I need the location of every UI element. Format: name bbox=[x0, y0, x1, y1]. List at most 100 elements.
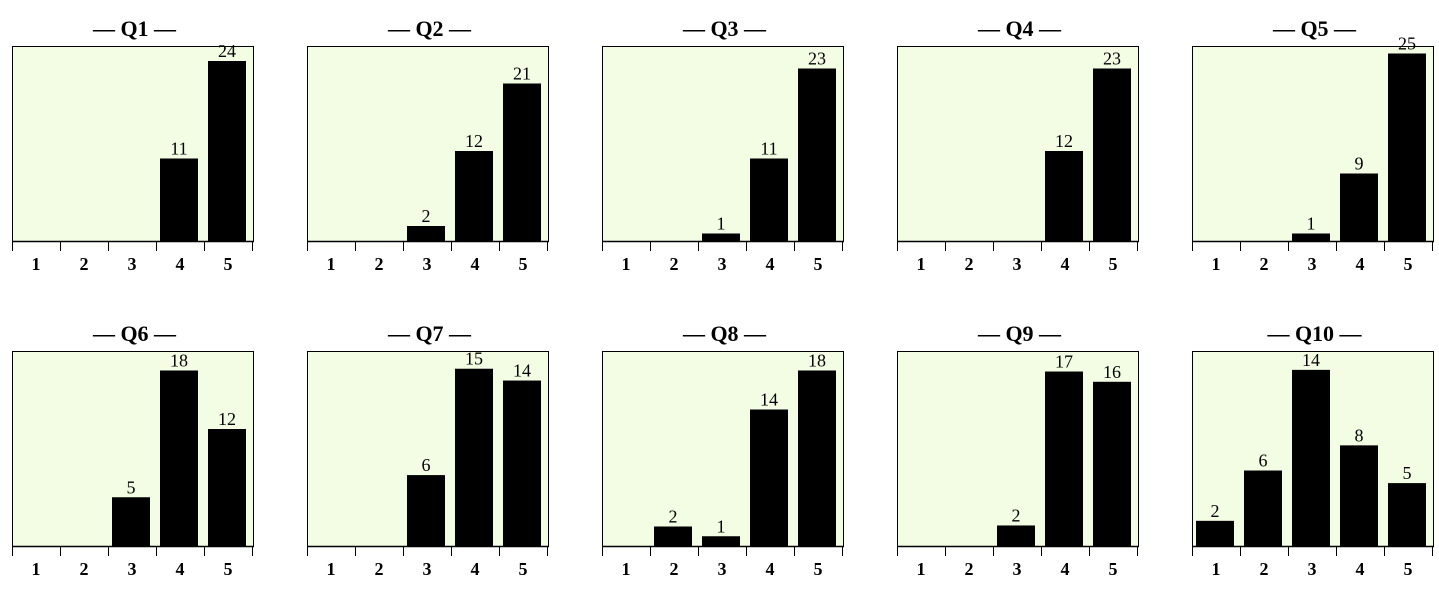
data-label: 1 bbox=[1307, 214, 1316, 234]
chart-panel-10: — Q10 — 2 6 14 8 5 1 2 3 4 5 bbox=[1192, 317, 1437, 607]
bar-3 bbox=[1292, 369, 1330, 546]
x-tick-label: 2 bbox=[375, 559, 384, 579]
bar-4 bbox=[1340, 173, 1378, 241]
chart-title: — Q5 — bbox=[1272, 16, 1357, 41]
bar-4 bbox=[455, 368, 493, 546]
bar-chart: 2 1 14 18 1 2 3 4 5 bbox=[602, 351, 844, 579]
data-label: 11 bbox=[170, 139, 187, 159]
data-label: 23 bbox=[808, 49, 826, 69]
bar-5 bbox=[503, 380, 541, 546]
x-tick-label: 4 bbox=[176, 254, 185, 274]
bar-5 bbox=[798, 370, 836, 546]
x-tick-label: 2 bbox=[670, 559, 679, 579]
data-label: 17 bbox=[1055, 352, 1073, 372]
chart-title: — Q3 — bbox=[682, 16, 767, 41]
data-label: 15 bbox=[465, 349, 483, 369]
chart-panel-7: — Q7 — 6 15 14 1 2 3 4 5 bbox=[307, 317, 552, 607]
x-tick-label: 1 bbox=[32, 559, 41, 579]
x-tick-label: 2 bbox=[670, 254, 679, 274]
x-tick-label: 1 bbox=[1212, 559, 1221, 579]
x-tick-label: 5 bbox=[814, 254, 823, 274]
x-tick-label: 1 bbox=[622, 254, 631, 274]
x-tick-label: 5 bbox=[224, 254, 233, 274]
plot-border bbox=[602, 351, 844, 546]
data-label: 23 bbox=[1103, 49, 1121, 69]
x-tick-label: 5 bbox=[1404, 254, 1413, 274]
chart-title: — Q4 — bbox=[977, 16, 1062, 41]
data-label: 11 bbox=[760, 139, 777, 159]
x-tick-label: 5 bbox=[519, 559, 528, 579]
data-label: 21 bbox=[513, 64, 531, 84]
data-label: 18 bbox=[170, 351, 188, 371]
x-tick-label: 3 bbox=[1308, 254, 1317, 274]
x-tick-label: 4 bbox=[176, 559, 185, 579]
bar-chart: 11 24 1 2 3 4 5 bbox=[12, 41, 254, 274]
bar-2 bbox=[654, 526, 692, 546]
x-tick-label: 3 bbox=[718, 254, 727, 274]
bar-4 bbox=[160, 158, 198, 241]
data-label: 18 bbox=[808, 351, 826, 371]
data-label: 2 bbox=[669, 507, 678, 527]
chart-panel-3: — Q3 —1 11 23 1 2 3 4 5 bbox=[602, 12, 847, 302]
plot-border bbox=[1192, 46, 1434, 241]
bar-5 bbox=[798, 68, 836, 241]
x-tick-label: 3 bbox=[718, 559, 727, 579]
data-label: 9 bbox=[1355, 154, 1364, 174]
bar-3 bbox=[702, 233, 740, 241]
plot-border bbox=[12, 46, 254, 241]
x-tick-label: 4 bbox=[1061, 254, 1070, 274]
bar-4 bbox=[455, 151, 493, 241]
x-tick-label: 1 bbox=[917, 254, 926, 274]
x-tick-label: 1 bbox=[327, 254, 336, 274]
chart-title: — Q9 — bbox=[977, 321, 1062, 346]
x-tick-label: 4 bbox=[471, 254, 480, 274]
chart-panel-6: — Q6 —5 18 12 1 2 3 4 5 bbox=[12, 317, 257, 607]
x-tick-label: 5 bbox=[519, 254, 528, 274]
chart-title: — Q1 — bbox=[92, 16, 177, 41]
bar-3 bbox=[997, 525, 1035, 546]
plot-border bbox=[602, 46, 844, 241]
bar-3 bbox=[407, 475, 445, 546]
data-label: 12 bbox=[1055, 131, 1073, 151]
x-tick-label: 4 bbox=[766, 559, 775, 579]
x-tick-label: 2 bbox=[80, 559, 89, 579]
x-tick-label: 4 bbox=[471, 559, 480, 579]
x-tick-label: 2 bbox=[1260, 254, 1269, 274]
data-label: 2 bbox=[1012, 505, 1021, 525]
chart-panel-4: — Q4 —12 23 1 2 3 4 5 bbox=[897, 12, 1142, 302]
x-tick-label: 2 bbox=[375, 254, 384, 274]
bar-5 bbox=[1093, 68, 1131, 241]
data-label: 5 bbox=[1403, 463, 1412, 483]
data-label: 25 bbox=[1398, 34, 1416, 54]
bar-5 bbox=[503, 83, 541, 241]
x-tick-label: 1 bbox=[917, 559, 926, 579]
bar-5 bbox=[208, 429, 246, 546]
bar-4 bbox=[160, 370, 198, 546]
plot-border bbox=[897, 46, 1139, 241]
x-tick-label: 3 bbox=[128, 559, 137, 579]
data-label: 2 bbox=[1211, 501, 1220, 521]
bar-4 bbox=[1045, 371, 1083, 546]
bar-5 bbox=[1388, 483, 1426, 546]
bar-chart: 2 17 16 1 2 3 4 5 bbox=[897, 351, 1139, 579]
x-tick-label: 4 bbox=[766, 254, 775, 274]
chart-title: — Q2 — bbox=[387, 16, 472, 41]
bar-4 bbox=[750, 158, 788, 241]
x-tick-label: 5 bbox=[814, 559, 823, 579]
data-label: 1 bbox=[717, 214, 726, 234]
plot-border bbox=[897, 351, 1139, 546]
data-label: 24 bbox=[218, 41, 236, 61]
data-label: 12 bbox=[218, 409, 236, 429]
bar-4 bbox=[1340, 445, 1378, 546]
chart-panel-8: — Q8 — 2 1 14 18 1 2 3 4 5 bbox=[602, 317, 847, 607]
data-label: 6 bbox=[422, 455, 431, 475]
bar-4 bbox=[1045, 151, 1083, 241]
x-tick-label: 3 bbox=[1013, 254, 1022, 274]
x-tick-label: 3 bbox=[423, 254, 432, 274]
x-tick-label: 1 bbox=[32, 254, 41, 274]
chart-panel-9: — Q9 — 2 17 16 1 2 3 4 5 bbox=[897, 317, 1142, 607]
plot-border bbox=[307, 46, 549, 241]
bar-4 bbox=[750, 409, 788, 546]
x-tick-label: 1 bbox=[622, 559, 631, 579]
